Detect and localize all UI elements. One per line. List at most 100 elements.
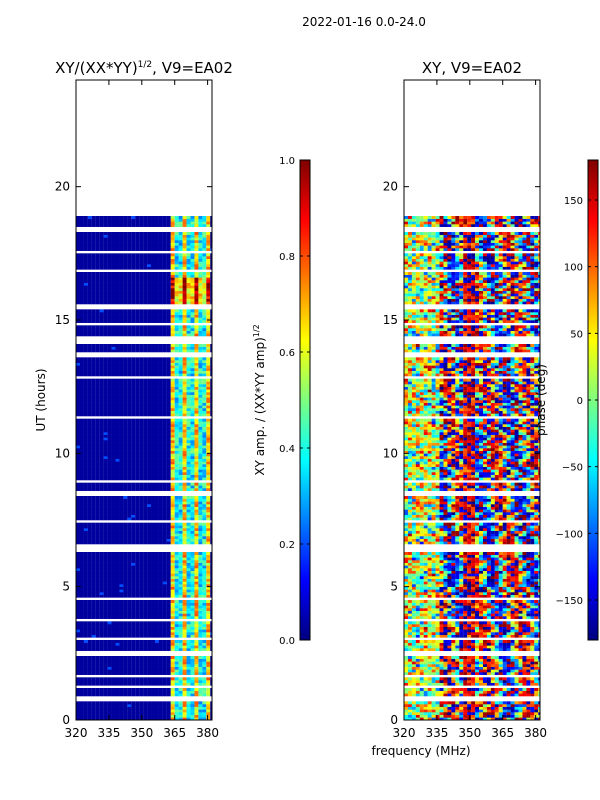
amplitude-cell xyxy=(115,432,120,435)
amplitude-cell xyxy=(131,565,136,569)
amplitude-cell xyxy=(107,298,112,302)
amplitude-cell xyxy=(147,400,152,403)
amplitude-cell xyxy=(107,666,112,670)
amplitude-cell xyxy=(127,378,132,382)
amplitude-cell xyxy=(103,384,108,387)
amplitude-cell xyxy=(194,621,199,625)
amplitude-cell xyxy=(174,381,179,385)
amplitude-cell xyxy=(76,418,80,422)
amplitude-cell xyxy=(131,562,136,566)
amplitude-cell xyxy=(190,522,195,526)
amplitude-cell xyxy=(174,368,179,371)
amplitude-cell xyxy=(198,333,203,337)
amplitude-cell xyxy=(79,296,84,299)
amplitude-cell xyxy=(143,384,148,387)
amplitude-cell xyxy=(127,570,132,574)
amplitude-cell xyxy=(135,688,140,691)
amplitude-cell xyxy=(127,517,132,521)
amplitude-cell xyxy=(151,368,156,371)
amplitude-cell xyxy=(198,384,203,387)
amplitude-cell xyxy=(206,712,211,715)
amplitude-cell xyxy=(83,709,88,713)
amplitude-cell xyxy=(107,488,112,491)
amplitude-cell xyxy=(174,349,179,353)
amplitude-cell xyxy=(76,474,80,478)
amplitude-cell xyxy=(186,706,191,710)
amplitude-cell xyxy=(202,498,207,502)
amplitude-cell xyxy=(202,482,207,486)
amplitude-cell xyxy=(158,418,163,422)
amplitude-cell xyxy=(151,709,156,713)
amplitude-cell xyxy=(178,602,183,606)
amplitude-cell xyxy=(107,562,112,566)
amplitude-cell xyxy=(131,594,136,598)
amplitude-cell xyxy=(99,405,104,409)
amplitude-cell xyxy=(123,701,128,705)
amplitude-cell xyxy=(158,381,163,385)
amplitude-cell xyxy=(135,610,140,614)
amplitude-cell xyxy=(154,517,159,521)
amplitude-cell xyxy=(107,642,112,646)
amplitude-cell xyxy=(103,512,108,515)
amplitude-cell xyxy=(190,552,195,555)
amplitude-cell xyxy=(115,592,120,595)
amplitude-cell xyxy=(154,677,159,681)
amplitude-cell xyxy=(83,282,88,286)
amplitude-cell xyxy=(170,682,175,686)
amplitude-cell xyxy=(111,370,116,374)
amplitude-cell xyxy=(186,426,191,430)
amplitude-cell xyxy=(186,285,191,289)
amplitude-cell xyxy=(87,578,92,582)
amplitude-cell xyxy=(147,405,152,409)
amplitude-cell xyxy=(151,346,156,350)
amplitude-cell xyxy=(198,666,203,670)
amplitude-cell xyxy=(206,381,211,385)
amplitude-cell xyxy=(91,346,96,350)
amplitude-cell xyxy=(91,533,96,537)
amplitude-cell xyxy=(206,474,211,478)
amplitude-cell xyxy=(107,456,112,459)
amplitude-cell xyxy=(186,472,191,475)
amplitude-cell xyxy=(107,504,112,507)
amplitude-cell xyxy=(87,570,92,574)
amplitude-cell xyxy=(170,581,175,585)
amplitude-cell xyxy=(158,610,163,614)
amplitude-cell xyxy=(119,533,124,537)
amplitude-cell xyxy=(143,330,148,334)
amplitude-cell xyxy=(95,509,100,513)
amplitude-cell xyxy=(166,642,171,646)
amplitude-cell xyxy=(103,624,108,627)
amplitude-cell xyxy=(210,634,212,638)
amplitude-cell xyxy=(76,272,80,275)
amplitude-cell xyxy=(174,562,179,566)
amplitude-cell xyxy=(151,528,156,531)
amplitude-cell xyxy=(186,370,191,374)
amplitude-cell xyxy=(135,274,140,278)
amplitude-cell xyxy=(198,437,203,441)
amplitude-cell xyxy=(162,701,167,705)
amplitude-cell xyxy=(170,677,175,681)
amplitude-cell xyxy=(198,410,203,414)
amplitude-cell xyxy=(166,365,171,369)
amplitude-cell xyxy=(158,634,163,638)
amplitude-cell xyxy=(76,677,80,681)
amplitude-cell xyxy=(158,405,163,409)
amplitude-cell xyxy=(107,434,112,438)
amplitude-cell xyxy=(202,541,207,545)
amplitude-cell xyxy=(170,274,175,278)
amplitude-cell xyxy=(206,456,211,459)
amplitude-cell xyxy=(91,485,96,489)
amplitude-cell xyxy=(202,274,207,278)
amplitude-cell xyxy=(166,280,171,283)
amplitude-cell xyxy=(162,333,167,337)
amplitude-cell xyxy=(115,458,120,462)
amplitude-cell xyxy=(83,290,88,294)
amplitude-cell xyxy=(103,600,108,603)
amplitude-cell xyxy=(99,504,104,507)
amplitude-cell xyxy=(83,392,88,395)
amplitude-cell xyxy=(87,333,92,337)
amplitude-cell xyxy=(76,389,80,393)
amplitude-cell xyxy=(87,397,92,401)
amplitude-cell xyxy=(182,538,187,542)
amplitude-cell xyxy=(206,533,211,537)
